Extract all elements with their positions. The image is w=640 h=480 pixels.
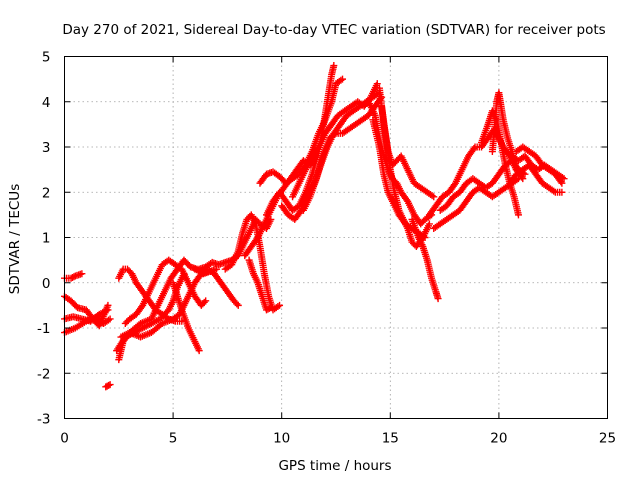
data-point [105, 381, 113, 389]
data-point [202, 297, 210, 305]
chart-title: Day 270 of 2021, Sidereal Day-to-day VTE… [62, 22, 605, 38]
axis-ticks [64, 56, 608, 419]
data-point [106, 381, 114, 389]
data-point [200, 298, 208, 306]
data-point [373, 80, 381, 88]
data-point [78, 270, 86, 278]
data-point [276, 301, 284, 309]
data-point [514, 211, 522, 219]
y-tick-label: 5 [42, 50, 51, 66]
data-point [104, 316, 112, 324]
x-tick-label: 0 [60, 431, 69, 447]
grid [64, 56, 608, 419]
y-tick-label: -3 [37, 412, 50, 428]
series-track-15 [245, 256, 275, 314]
series-track-5 [102, 381, 114, 391]
data-point [428, 192, 436, 200]
y-axis-label: SDTVAR / TECUs [7, 184, 23, 294]
series-track-11 [169, 279, 203, 355]
data-point [425, 220, 433, 228]
data-point [233, 300, 241, 308]
data-point [234, 301, 242, 309]
data-point [106, 315, 114, 323]
data-point [339, 75, 347, 83]
data-point [330, 131, 338, 139]
series-track-17 [256, 75, 347, 187]
y-tick-label: 2 [42, 185, 51, 201]
y-tick-label: 3 [42, 140, 51, 156]
x-tick-label: 10 [273, 431, 290, 447]
series-track-20 [289, 80, 381, 201]
data-point [470, 145, 478, 153]
series-track-1 [61, 270, 86, 282]
series-track-21 [299, 93, 386, 214]
data-point [104, 306, 112, 314]
data-point [558, 188, 566, 196]
y-tick-label: 1 [42, 231, 51, 247]
data-point [265, 304, 273, 312]
data-point [267, 304, 275, 312]
data-point [337, 76, 345, 84]
series-track-26 [408, 215, 442, 303]
data-point [557, 178, 565, 186]
x-tick-label: 5 [169, 431, 178, 447]
data-point [330, 62, 338, 70]
data-point [195, 347, 203, 355]
y-tick-label: 4 [42, 95, 51, 111]
y-tick-label: 0 [42, 276, 51, 292]
data-points [61, 62, 568, 391]
series-track-4 [61, 313, 114, 337]
data-point [430, 193, 438, 201]
x-tick-labels: 0 5 10 15 20 25 [60, 431, 616, 447]
series-track-28 [430, 175, 522, 232]
data-point [70, 273, 78, 281]
x-tick-label: 20 [490, 431, 507, 447]
x-tick-label: 15 [382, 431, 399, 447]
data-point [180, 270, 188, 278]
series-track-12 [191, 265, 242, 309]
series-track-34 [512, 143, 566, 187]
data-point [434, 295, 442, 303]
y-tick-label: -1 [37, 321, 50, 337]
y-tick-labels: -3 -2 -1 0 1 2 3 4 5 [37, 50, 50, 428]
y-tick-label: -2 [37, 366, 50, 382]
data-point [558, 179, 566, 187]
data-point [274, 303, 282, 311]
data-point [550, 187, 558, 195]
x-axis-label: GPS time / hours [278, 458, 391, 474]
x-tick-label: 25 [599, 431, 616, 447]
